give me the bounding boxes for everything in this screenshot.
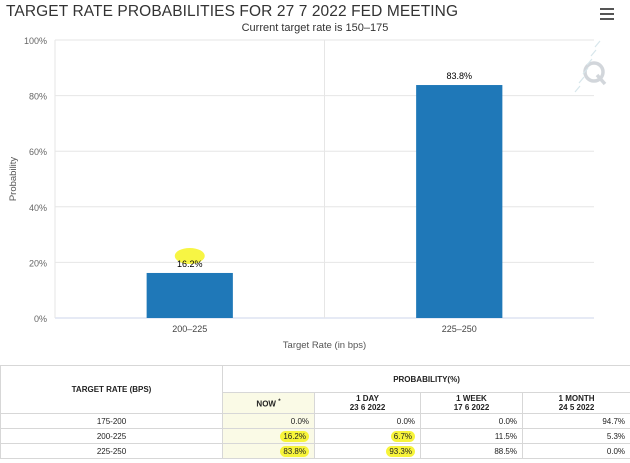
- now-cell: 83.8%: [222, 443, 315, 459]
- y-tick-label: 0%: [34, 314, 47, 324]
- probability-bar-chart: 0% 20% 40% 60% 80% 100% 16.2% 200–225 83.8% 225–2…: [8, 36, 607, 351]
- table-row: 200-225 16.2% 6.7% 11.5% 5.3%: [0, 428, 630, 444]
- x-axis-title: Target Rate (in bps): [283, 340, 366, 351]
- week-cell: 88.5%: [420, 443, 523, 459]
- col-header-1month: 1 MONTH 24 5 2022: [521, 392, 630, 414]
- bar: [146, 272, 233, 318]
- col-header-target-rate: TARGET RATE (BPS): [0, 365, 223, 414]
- col-header-probability: PROBABILITY(%): [221, 365, 630, 393]
- day-cell: 93.3%: [314, 443, 421, 459]
- y-tick-label: 20%: [29, 258, 47, 268]
- chart-subtitle: Current target rate is 150–175: [241, 22, 389, 34]
- month-cell: 5.3%: [521, 428, 630, 444]
- col-header-now: NOW *: [222, 392, 315, 414]
- col-header-1day: 1 DAY 23 6 2022: [314, 392, 421, 414]
- day-cell: 6.7%: [314, 428, 421, 444]
- month-cell: 94.7%: [521, 413, 630, 429]
- table-row: 225-250 83.8% 93.3% 88.5% 0.0%: [0, 443, 630, 459]
- data-label: 16.2%: [177, 259, 203, 269]
- y-tick-label: 100%: [24, 36, 47, 46]
- y-axis-title: Probability: [8, 157, 19, 202]
- table-header-row: TARGET RATE (BPS) PROBABILITY(%): [0, 365, 630, 414]
- y-tick-label: 40%: [29, 203, 47, 213]
- col-header-1week: 1 WEEK 17 6 2022: [420, 392, 523, 414]
- week-cell: 11.5%: [420, 428, 523, 444]
- rate-cell: 200-225: [0, 428, 223, 444]
- month-cell: 0.0%: [521, 443, 630, 459]
- week-cell: 0.0%: [420, 413, 523, 429]
- x-tick-label: 200–225: [172, 324, 207, 334]
- table-row: 175-200 0.0% 0.0% 0.0% 94.7%: [0, 413, 630, 429]
- now-cell: 16.2%: [222, 428, 315, 444]
- probability-table-wrap: TARGET RATE (BPS) PROBABILITY(%) NOW * 1…: [0, 365, 630, 463]
- bar: [416, 85, 503, 318]
- rate-cell: 225-250: [0, 443, 223, 459]
- table-subheader-row: NOW * 1 DAY 23 6 2022 1 WEEK 17 6 2022 1 M…: [1, 392, 630, 414]
- y-tick-label: 80%: [29, 92, 47, 102]
- y-tick-label: 60%: [29, 147, 47, 157]
- day-cell: 0.0%: [314, 413, 421, 429]
- data-label: 83.8%: [446, 71, 472, 81]
- rate-cell: 175-200: [0, 413, 223, 429]
- chart-title: TARGET RATE PROBABILITIES FOR 27 7 2022 …: [6, 3, 459, 20]
- q-logo-icon: [574, 40, 607, 93]
- now-cell: 0.0%: [222, 413, 315, 429]
- probability-table: TARGET RATE (BPS) PROBABILITY(%) NOW * 1…: [0, 365, 630, 459]
- highlight-mark: [174, 247, 205, 264]
- x-tick-label: 225–250: [442, 324, 477, 334]
- hamburger-menu-icon[interactable]: [598, 6, 616, 22]
